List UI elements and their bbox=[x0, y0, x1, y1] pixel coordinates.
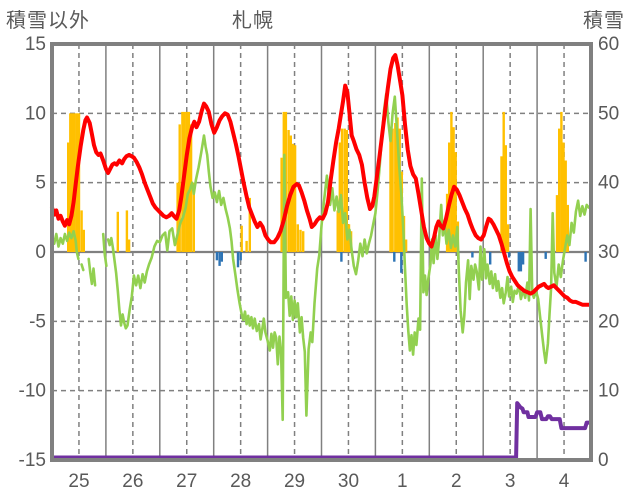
y-left-tick: 15 bbox=[25, 34, 46, 55]
orange-bars bbox=[566, 204, 569, 252]
orange-bars bbox=[296, 224, 299, 252]
left-axis-title: 積雪以外 bbox=[6, 10, 90, 32]
orange-bars bbox=[240, 225, 243, 252]
orange-bars bbox=[248, 197, 251, 252]
orange-bars bbox=[502, 111, 505, 253]
blue-bars bbox=[236, 252, 240, 268]
orange-bars bbox=[340, 128, 344, 252]
orange-bars bbox=[404, 239, 408, 252]
red-line bbox=[50, 53, 591, 307]
blue-bars bbox=[519, 252, 523, 272]
orange-bars bbox=[396, 117, 399, 252]
blue-bars bbox=[220, 252, 223, 262]
right-axis-title: 積雪 bbox=[583, 10, 625, 32]
orange-bars bbox=[302, 231, 305, 252]
y-left-tick: 5 bbox=[35, 173, 46, 194]
blue-bars bbox=[517, 252, 520, 272]
x-tick: 2 bbox=[451, 471, 462, 492]
blue-bars bbox=[471, 252, 474, 258]
orange-bars bbox=[69, 113, 72, 252]
orange-bars bbox=[445, 193, 449, 252]
x-tick: 1 bbox=[397, 471, 408, 492]
orange-bars bbox=[299, 229, 302, 252]
y-right-tick: 0 bbox=[598, 450, 609, 471]
orange-bars bbox=[345, 130, 348, 252]
orange-bars bbox=[500, 156, 503, 252]
orange-bars bbox=[291, 143, 295, 252]
orange-bars bbox=[454, 152, 457, 252]
blue-bars bbox=[400, 252, 403, 273]
y-right-tick: 50 bbox=[598, 103, 619, 124]
orange-bars bbox=[560, 111, 563, 253]
orange-bars bbox=[71, 113, 74, 252]
orange-bars bbox=[80, 210, 83, 252]
orange-bars bbox=[293, 145, 297, 252]
orange-bars bbox=[343, 128, 346, 252]
orange-bars bbox=[450, 111, 453, 253]
y-left-tick: 0 bbox=[35, 242, 46, 263]
blue-bars bbox=[507, 252, 511, 258]
plot-frame bbox=[50, 42, 593, 462]
x-tick: 4 bbox=[559, 471, 570, 492]
orange-bars bbox=[185, 111, 188, 253]
blue-bars bbox=[218, 252, 221, 266]
orange-bars bbox=[398, 128, 401, 252]
orange-bars bbox=[506, 224, 510, 252]
x-tick: 30 bbox=[338, 471, 359, 492]
y-left-tick: -5 bbox=[29, 311, 46, 332]
orange-bars bbox=[77, 113, 81, 252]
y-left-tick: -10 bbox=[19, 381, 46, 402]
orange-bars bbox=[562, 142, 565, 252]
blue-bars bbox=[239, 252, 242, 261]
orange-bars bbox=[389, 130, 392, 252]
x-tick: 25 bbox=[68, 471, 89, 492]
blue-bars bbox=[584, 252, 587, 262]
orange-bars bbox=[178, 124, 181, 252]
x-tick: 26 bbox=[122, 471, 143, 492]
orange-bars bbox=[192, 182, 195, 252]
orange-bars bbox=[116, 211, 119, 252]
x-tick: 27 bbox=[176, 471, 197, 492]
blue-bars bbox=[489, 252, 492, 265]
orange-bars bbox=[280, 157, 283, 252]
y-left-tick: 10 bbox=[25, 103, 46, 124]
orange-bars bbox=[336, 210, 339, 252]
orange-bars bbox=[391, 128, 394, 252]
y-right-tick: 60 bbox=[598, 34, 619, 55]
blue-bars bbox=[340, 252, 343, 262]
y-right-tick: 30 bbox=[598, 242, 619, 263]
orange-bars bbox=[245, 240, 248, 252]
y-right-tick: 10 bbox=[598, 381, 619, 402]
blue-bars bbox=[521, 252, 525, 265]
orange-bars bbox=[504, 145, 507, 252]
x-tick: 3 bbox=[505, 471, 516, 492]
y-right-tick: 20 bbox=[598, 311, 619, 332]
orange-bars bbox=[67, 142, 70, 252]
orange-bars bbox=[555, 195, 559, 252]
orange-bars bbox=[187, 111, 191, 253]
orange-bars bbox=[564, 160, 567, 252]
x-tick: 29 bbox=[284, 471, 305, 492]
x-tick: 28 bbox=[230, 471, 251, 492]
orange-bars bbox=[127, 239, 131, 252]
orange-bars bbox=[558, 128, 561, 252]
blue-bars bbox=[393, 252, 396, 262]
y-right-tick: 40 bbox=[598, 173, 619, 194]
orange-bars bbox=[125, 210, 129, 252]
orange-bars bbox=[82, 229, 85, 252]
orange-bars bbox=[394, 123, 397, 252]
blue-bars bbox=[544, 252, 547, 259]
orange-bars bbox=[287, 130, 290, 252]
chart-title: 札幌 bbox=[232, 10, 274, 32]
y-left-tick: -15 bbox=[19, 450, 46, 471]
purple-line bbox=[50, 401, 592, 460]
green-line bbox=[50, 92, 591, 422]
blue-bars bbox=[215, 252, 219, 261]
